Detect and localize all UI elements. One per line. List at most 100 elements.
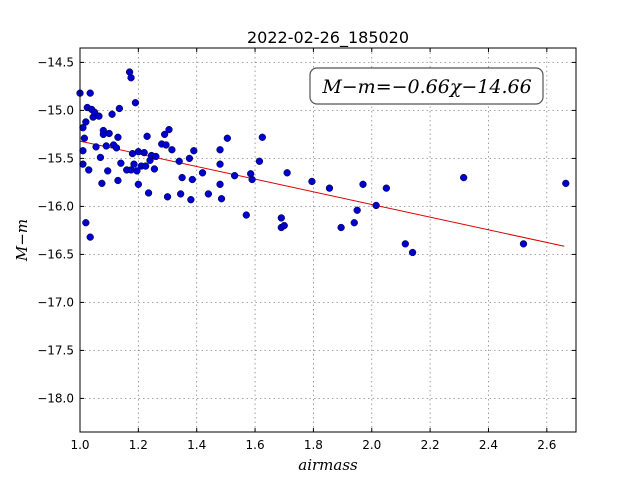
- data-point: [112, 144, 121, 152]
- x-tick-label: 1.4: [187, 438, 206, 452]
- y-tick-label: −16.5: [37, 247, 74, 261]
- data-point: [79, 160, 87, 168]
- y-tick-label: −15.5: [37, 151, 74, 165]
- data-point: [350, 219, 358, 227]
- data-point: [79, 147, 87, 155]
- x-tick-label: 2.2: [421, 438, 440, 452]
- x-tick-label: 1.8: [304, 438, 323, 452]
- y-tick-label: −15.0: [37, 103, 74, 117]
- data-point: [175, 157, 183, 165]
- data-point: [337, 223, 345, 232]
- x-axis-label: airmass: [298, 456, 358, 474]
- data-point: [108, 110, 116, 118]
- data-point: [372, 201, 380, 210]
- plot-frame: [79, 47, 577, 433]
- data-point: [258, 133, 267, 141]
- data-point: [130, 160, 138, 168]
- data-point: [277, 214, 285, 222]
- data-point: [188, 175, 196, 184]
- data-point: [134, 180, 143, 188]
- data-point: [408, 248, 417, 257]
- data-point: [562, 179, 570, 188]
- data-point: [198, 169, 207, 177]
- fit-line-group: [79, 140, 565, 247]
- y-axis-label: M−m: [13, 219, 31, 262]
- data-point: [105, 129, 113, 138]
- data-point: [255, 157, 264, 165]
- plot-area: [80, 48, 576, 432]
- x-tick-label: 2.0: [362, 438, 381, 452]
- data-point: [85, 166, 93, 174]
- data-point: [283, 169, 291, 177]
- fit-annotation-box: M−m=−0.66χ−14.66: [309, 67, 544, 105]
- data-point: [117, 159, 125, 167]
- data-point: [152, 152, 160, 161]
- data-point: [168, 146, 176, 154]
- axis-ticks: [79, 48, 576, 432]
- x-tick-label: 1.6: [246, 438, 265, 452]
- data-points: [76, 68, 570, 257]
- data-point: [140, 148, 148, 157]
- data-point: [80, 134, 89, 142]
- y-tick-label: −14.5: [37, 55, 74, 69]
- data-point: [223, 134, 231, 142]
- data-point: [143, 132, 151, 140]
- x-tick-label: 1.2: [129, 438, 148, 452]
- y-tick-label: −17.0: [37, 295, 74, 309]
- data-point: [115, 104, 124, 113]
- data-point: [86, 89, 94, 97]
- y-tick-label: −18.0: [37, 391, 74, 405]
- data-point: [325, 184, 334, 192]
- data-point: [165, 125, 173, 134]
- data-point: [160, 130, 169, 139]
- x-tick-label: 2.4: [479, 438, 498, 452]
- data-point: [359, 180, 367, 188]
- data-point: [187, 196, 195, 204]
- data-point: [230, 172, 239, 180]
- data-point: [216, 160, 224, 168]
- data-point: [401, 240, 409, 248]
- annotation-frame: [309, 67, 544, 105]
- data-point: [133, 167, 141, 175]
- data-point: [95, 112, 103, 120]
- data-point: [242, 211, 250, 219]
- data-point: [144, 189, 153, 197]
- x-tick-labels: 1.0 1.2 1.4 1.6 1.8 2.0 2.2 2.4 2.6: [70, 438, 556, 452]
- fit-equation: M−m=−0.66χ−14.66: [321, 76, 531, 98]
- data-point: [204, 190, 213, 198]
- data-point: [519, 240, 528, 248]
- data-point: [92, 143, 100, 151]
- data-point: [96, 153, 105, 162]
- data-point: [190, 147, 198, 155]
- data-point: [114, 133, 122, 141]
- data-point: [127, 74, 135, 82]
- data-point: [141, 162, 150, 170]
- data-point: [102, 142, 110, 150]
- data-point: [114, 176, 122, 185]
- data-point: [177, 190, 185, 198]
- data-point: [82, 219, 90, 227]
- data-point: [382, 184, 391, 192]
- data-point: [308, 177, 316, 186]
- data-point: [280, 221, 288, 230]
- data-point: [163, 193, 172, 201]
- data-point: [98, 179, 106, 188]
- data-point: [82, 118, 90, 126]
- data-point: [248, 175, 256, 184]
- x-tick-label: 1.0: [70, 438, 89, 452]
- data-point: [131, 99, 140, 107]
- data-point: [460, 173, 468, 182]
- data-point: [178, 173, 186, 182]
- data-point: [216, 146, 224, 154]
- data-point: [86, 233, 94, 241]
- y-tick-labels: −14.5 −15.0 −15.5 −16.0 −16.5 −17.0 −17.5 −18.0: [37, 55, 74, 405]
- x-tick-label: 2.6: [537, 438, 556, 452]
- y-tick-label: −17.5: [37, 343, 74, 357]
- chart-title: 2022-02-26_185020: [247, 28, 409, 48]
- y-tick-label: −16.0: [37, 199, 74, 213]
- data-point: [104, 167, 112, 175]
- data-point: [216, 180, 224, 188]
- grid-lines: [79, 48, 576, 432]
- data-point: [217, 195, 226, 203]
